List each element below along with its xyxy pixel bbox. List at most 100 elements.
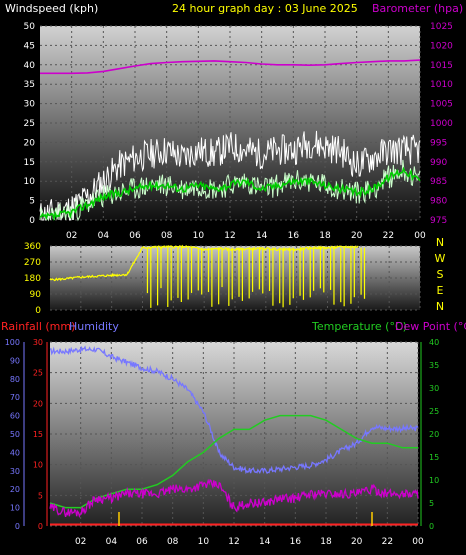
wind-axis-tick-label: 45 [24, 41, 35, 51]
direction-axis-tick-label: 360 [24, 242, 41, 252]
lower-x-tick-label: 06 [136, 537, 148, 547]
humidity-axis-tick-label: 10 [10, 504, 20, 513]
humidity-axis-tick-label: 100 [5, 338, 20, 347]
humidity-axis-tick-label: 80 [10, 375, 20, 384]
lower-x-tick-label: 20 [351, 537, 363, 547]
wind-axis-tick-label: 50 [24, 22, 36, 32]
lower-x-tick-label: 12 [228, 537, 239, 547]
temp-axis-tick-label: 15 [429, 453, 439, 462]
humidity-axis-tick-label: 30 [10, 467, 20, 476]
temp-axis-tick-label: 20 [429, 430, 439, 439]
rain-axis-tick-label: 20 [33, 399, 43, 408]
baro-axis-tick-label: 1015 [430, 61, 453, 71]
direction-axis-tick-label: 0 [35, 306, 41, 316]
compass-label: E [437, 284, 444, 297]
rain-axis-tick-label: 30 [33, 338, 43, 347]
humidity-axis-tick-label: 20 [10, 485, 20, 494]
baro-axis-tick-label: 990 [430, 158, 447, 168]
rain-axis-tick-label: 25 [33, 369, 43, 378]
wind-x-tick-label: 10 [193, 231, 205, 241]
lower-x-tick-label: 04 [106, 537, 118, 547]
compass-label: N [436, 236, 444, 249]
wind-axis-tick-label: 35 [24, 80, 35, 90]
lower-x-tick-label: 16 [290, 537, 302, 547]
baro-axis-tick-label: 1005 [430, 100, 453, 110]
baro-axis-tick-label: 1020 [430, 41, 453, 51]
lower-x-tick-label: 18 [320, 537, 332, 547]
baro-axis-tick-label: 980 [430, 197, 447, 207]
compass-label: W [435, 252, 446, 265]
dew-title: Dew Point (°C) [395, 320, 466, 333]
temp-axis-tick-label: 25 [429, 407, 439, 416]
wind-x-tick-label: 16 [288, 231, 300, 241]
rain-title: Rainfall (mm) [1, 320, 75, 333]
barometer-line [40, 59, 421, 75]
wind-axis-tick-label: 15 [24, 158, 35, 168]
lower-x-tick-label: 14 [259, 537, 271, 547]
humidity-axis-tick-label: 40 [10, 448, 20, 457]
date-title: 24 hour graph day : 03 June 2025 [172, 2, 358, 15]
compass-label: S [437, 268, 444, 281]
baro-axis-tick-label: 985 [430, 177, 447, 187]
temp-axis-tick-label: 5 [429, 499, 434, 508]
humidity-line [49, 345, 419, 475]
humidity-axis-tick-label: 50 [10, 430, 20, 439]
humidity-axis-tick-label: 60 [10, 412, 20, 421]
wind-axis-tick-label: 0 [29, 216, 35, 226]
lower-x-tick-label: 08 [167, 537, 179, 547]
wind-axis-tick-label: 25 [24, 119, 35, 129]
humidity-title: Humidity [69, 320, 119, 333]
wind-x-tick-label: 14 [256, 231, 268, 241]
temp-axis-tick-label: 0 [429, 522, 434, 531]
wind-gust-line [39, 130, 421, 221]
temp-axis-tick-label: 35 [429, 361, 439, 370]
wind-axis-tick-label: 30 [24, 100, 36, 110]
compass-label: N [436, 300, 444, 313]
lower-x-tick-label: 22 [382, 537, 393, 547]
baro-axis-tick-label: 1025 [430, 22, 453, 32]
humidity-axis-tick-label: 0 [15, 522, 20, 531]
wind-direction-line [49, 244, 359, 282]
wind-x-tick-label: 06 [129, 231, 141, 241]
baro-title: Barometer (hpa) [372, 2, 463, 15]
rain-axis-tick-label: 15 [33, 430, 43, 439]
series-layer [39, 59, 421, 526]
temp-axis-tick-label: 40 [429, 338, 439, 347]
baro-axis-tick-label: 995 [430, 138, 447, 148]
wind-axis-tick-label: 40 [24, 61, 36, 71]
axis-layer: 0510152025303540455097598098599099510001… [5, 22, 453, 547]
wind-avg-line [39, 166, 421, 222]
temp-axis-tick-label: 30 [429, 384, 439, 393]
baro-axis-tick-label: 975 [430, 216, 447, 226]
dewpoint-line [49, 478, 419, 518]
lower-x-tick-label: 10 [198, 537, 210, 547]
humidity-axis-tick-label: 90 [10, 356, 20, 365]
humidity-axis-tick-label: 70 [10, 393, 20, 402]
wind-x-tick-label: 00 [414, 231, 426, 241]
baro-axis-tick-label: 1010 [430, 80, 453, 90]
direction-axis-tick-label: 90 [30, 290, 42, 300]
wind-axis-tick-label: 10 [24, 177, 36, 187]
wind-x-tick-label: 04 [98, 231, 110, 241]
wind-axis-tick-label: 5 [29, 197, 35, 207]
lower-x-tick-label: 00 [412, 537, 424, 547]
wind-x-tick-label: 22 [383, 231, 394, 241]
wind-x-tick-label: 08 [161, 231, 173, 241]
direction-axis-tick-label: 270 [24, 258, 41, 268]
wind-x-tick-label: 20 [351, 231, 363, 241]
lower-x-tick-label: 02 [75, 537, 86, 547]
direction-axis-tick-label: 180 [24, 274, 41, 284]
baro-axis-tick-label: 1000 [430, 119, 453, 129]
rain-axis-tick-label: 10 [33, 461, 43, 470]
temperature-line [49, 414, 418, 509]
rain-axis-tick-label: 5 [38, 491, 43, 500]
wind-x-tick-label: 12 [224, 231, 235, 241]
wind-x-tick-label: 02 [66, 231, 77, 241]
grid-layer [40, 25, 421, 527]
temp-axis-tick-label: 10 [429, 476, 439, 485]
wind-axis-tick-label: 20 [24, 138, 36, 148]
wind-title: Windspeed (kph) [5, 2, 98, 15]
wind-x-tick-label: 18 [319, 231, 331, 241]
